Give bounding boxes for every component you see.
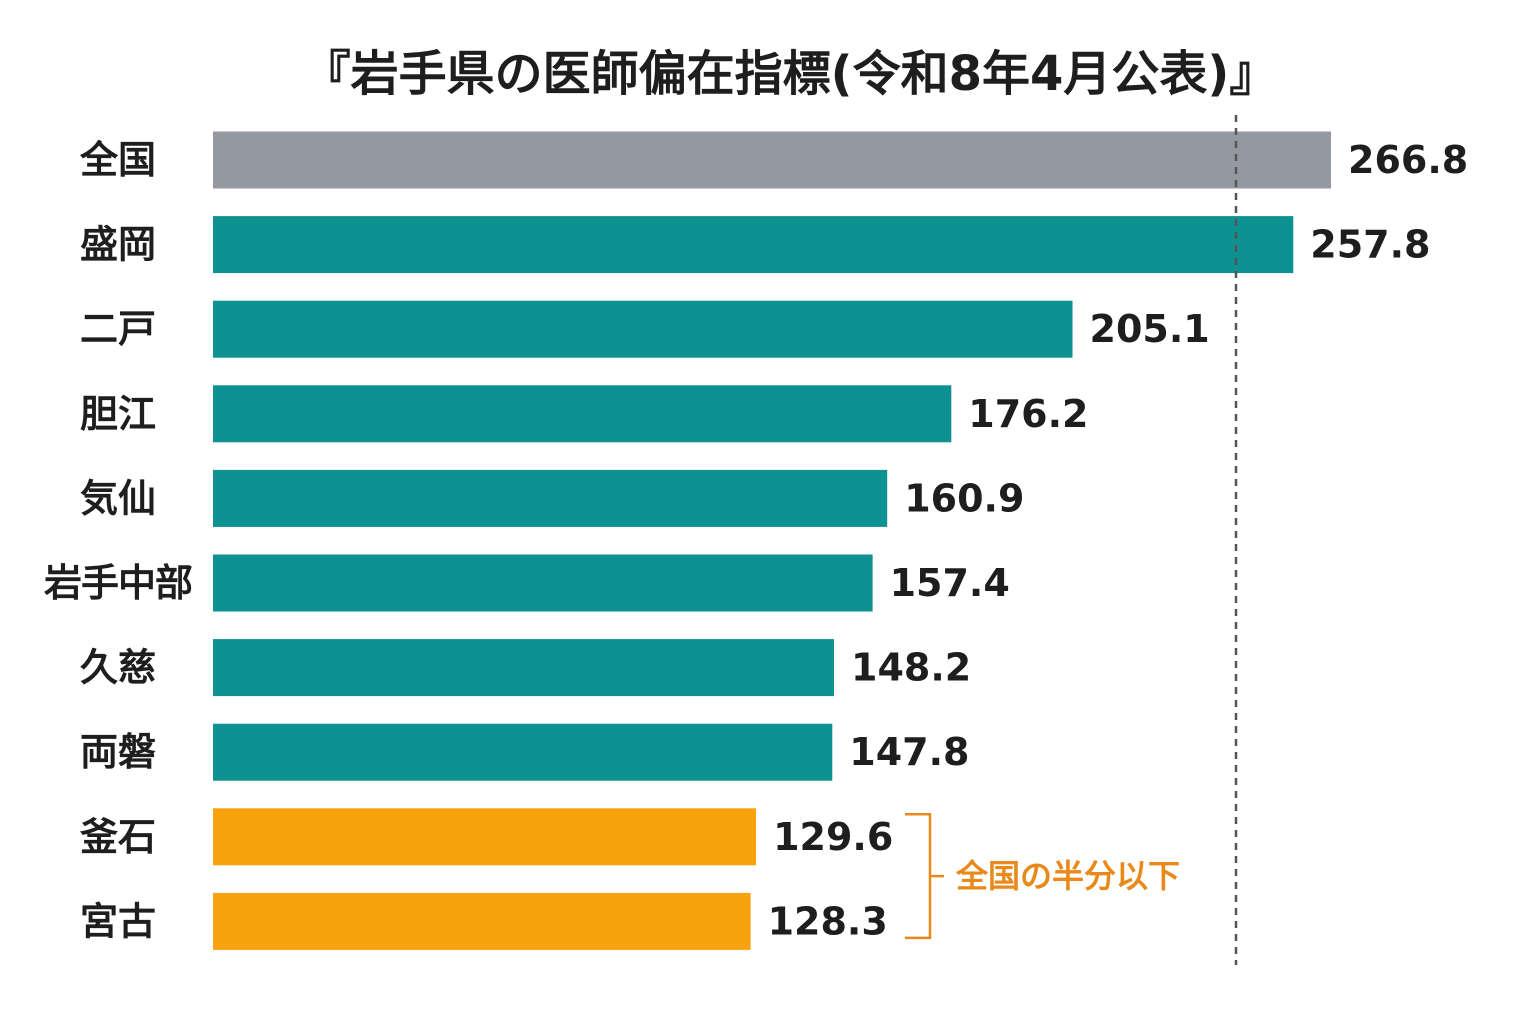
value-label: 129.6 (773, 815, 893, 859)
value-label: 147.8 (849, 730, 969, 774)
category-label: 宮古 (80, 899, 156, 943)
category-label: 全国 (79, 138, 156, 182)
value-label: 257.8 (1310, 223, 1430, 267)
bars-layer: 全国 266.8 盛岡 257.8 二戸 205.1 胆江 176.2 気仙 160.9 岩手中部 1… (44, 131, 1468, 950)
bar (213, 131, 1331, 189)
bar (213, 469, 888, 527)
value-label: 148.2 (851, 646, 971, 690)
annotation-text: 全国の半分以下 (955, 857, 1180, 895)
category-label: 胆江 (80, 392, 156, 436)
annotation-bracket (905, 813, 944, 940)
category-label: 気仙 (80, 476, 156, 520)
annotation-layer: 全国の半分以下 (905, 813, 1180, 940)
bar (213, 639, 834, 697)
value-label: 266.8 (1348, 138, 1468, 182)
bar (213, 723, 833, 781)
bar (213, 300, 1073, 358)
category-label: 久慈 (80, 646, 156, 690)
bar (213, 385, 952, 443)
category-label: 両磐 (80, 730, 156, 774)
bar (213, 892, 751, 950)
bar (213, 554, 873, 612)
value-label: 176.2 (968, 392, 1088, 436)
bar (213, 808, 757, 866)
category-label: 釜石 (79, 815, 156, 859)
category-label: 盛岡 (80, 223, 156, 267)
chart-title: 『岩手県の医師偏在指標(令和8年4月公表)』 (303, 46, 1278, 102)
value-label: 160.9 (904, 476, 1024, 520)
value-label: 128.3 (768, 899, 888, 943)
bar (213, 216, 1294, 274)
value-label: 157.4 (890, 561, 1010, 605)
category-label: 二戸 (80, 307, 156, 351)
category-label: 岩手中部 (44, 561, 192, 605)
value-label: 205.1 (1090, 307, 1210, 351)
